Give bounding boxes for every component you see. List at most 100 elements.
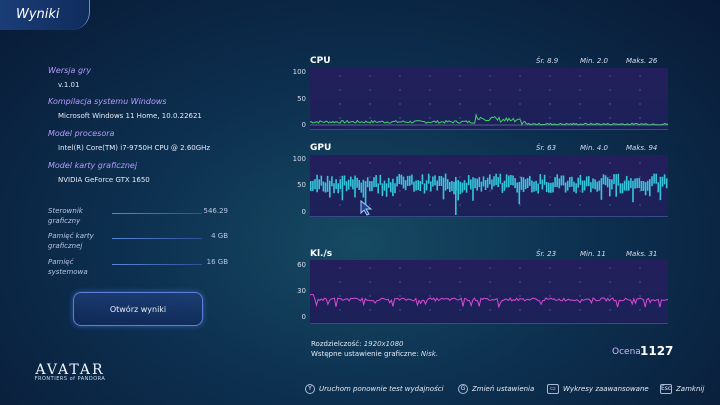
- fps-grid-dot: [489, 295, 491, 297]
- cpu-grid-dot: [399, 89, 401, 91]
- cpu-grid-dot: [579, 117, 581, 119]
- mouse-cursor-icon: [360, 200, 373, 216]
- gpu-bar: [333, 183, 335, 194]
- gpu-bar: [630, 178, 632, 189]
- gpu-model-label: Model karty graficznej: [48, 161, 138, 170]
- change-settings-label: Zmień ustawienia: [472, 385, 535, 393]
- cpu-grid-dot: [369, 103, 371, 105]
- restart-benchmark-button[interactable]: Y Uruchom ponownie test wydajności: [305, 384, 444, 394]
- gpu-bar: [482, 176, 485, 187]
- cpu-grid-dot: [339, 89, 341, 91]
- advanced-charts-button[interactable]: ▭ Wykresy zaawansowane: [547, 384, 649, 394]
- ram-line: [112, 264, 202, 265]
- cpu-model-value: Intel(R) Core(TM) i7-9750H CPU @ 2.60GHz: [58, 144, 211, 152]
- gpu-bar: [430, 181, 432, 192]
- gpu-grid-dot: [339, 190, 341, 192]
- resolution-value: 1920x1080: [363, 340, 404, 348]
- gpu-grid-dot: [579, 162, 581, 164]
- gpu-grid-dot: [429, 162, 431, 164]
- gpu-grid-dot: [369, 176, 371, 178]
- score-label: Ocena: [612, 347, 641, 357]
- gpu-bar: [596, 181, 598, 192]
- cpu-grid-dot: [579, 75, 581, 77]
- gpu-bar: [585, 176, 588, 187]
- gpu-bar: [548, 182, 550, 193]
- gpu-bar: [392, 178, 394, 197]
- gpu-bar: [436, 180, 438, 191]
- gpu-bar: [611, 179, 613, 190]
- gpu-chart-title: GPU: [310, 143, 332, 153]
- gpu-bar: [324, 182, 327, 193]
- gpu-bar: [598, 180, 601, 191]
- cpu-grid-dot: [339, 75, 341, 77]
- cpu-grid-dot: [549, 117, 551, 119]
- cpu-min: Min. 2.0: [580, 57, 609, 65]
- gpu-grid-dot: [639, 190, 641, 192]
- gpu-grid-dot: [459, 204, 461, 206]
- gpu-bar: [381, 183, 384, 197]
- fps-chart-header: Kl./s Śr. 23 Min. 11 Maks. 31: [310, 249, 670, 259]
- cpu-grid-dot: [399, 103, 401, 105]
- gpu-bar: [497, 177, 499, 188]
- cpu-grid-dot: [429, 75, 431, 77]
- fps-grid-dot: [489, 267, 491, 269]
- gpu-bar: [632, 180, 634, 203]
- open-results-button[interactable]: Otwórz wyniki: [73, 292, 203, 326]
- fps-grid-dot: [519, 281, 521, 283]
- gpu-bar: [442, 177, 445, 200]
- gpu-bar: [501, 182, 504, 193]
- gpu-bar: [556, 174, 558, 188]
- game-version-value: v.1.01: [58, 81, 80, 89]
- gpu-bar: [459, 181, 462, 195]
- gpu-bar: [356, 177, 358, 188]
- gpu-bar: [653, 173, 655, 184]
- score-value: 1127: [640, 344, 674, 358]
- gpu-grid-dot: [519, 176, 521, 178]
- cpu-grid-dot: [639, 103, 641, 105]
- gpu-bar: [331, 176, 333, 187]
- cpu-grid-dot: [519, 75, 521, 77]
- fps-grid-dot: [549, 281, 551, 283]
- gpu-bar: [387, 177, 390, 188]
- gpu-bar: [409, 175, 411, 186]
- gpu-bar: [508, 175, 510, 188]
- cpu-series-line: [309, 113, 669, 126]
- gpu-bar: [550, 182, 552, 193]
- gpu-bar: [337, 183, 339, 194]
- fps-grid-dot: [369, 267, 371, 269]
- gpu-grid-dot: [489, 204, 491, 206]
- cpu-grid-dot: [639, 117, 641, 119]
- gpu-bar: [590, 182, 592, 193]
- fps-avg: Śr. 23: [536, 250, 557, 258]
- gpu-bar: [628, 180, 630, 191]
- gpu-bar: [495, 173, 497, 186]
- gpu-bar: [375, 175, 377, 188]
- cpu-grid-dot: [579, 89, 581, 91]
- gpu-bar: [434, 175, 436, 186]
- gpu-grid-dot: [639, 204, 641, 206]
- vram-row: Pamięć karty graficznej 4 GB: [48, 231, 228, 255]
- gpu-bar: [543, 174, 546, 185]
- gpu-grid-dot: [459, 162, 461, 164]
- gpu-max: Maks. 94: [626, 144, 658, 152]
- gpu-bar: [625, 175, 628, 191]
- cpu-grid-dot: [339, 117, 341, 119]
- gpu-bar: [634, 178, 636, 189]
- gpu-bar: [602, 174, 605, 185]
- gpu-bar: [651, 176, 653, 187]
- windows-build-label: Kompilacja systemu Windows: [48, 97, 167, 106]
- cpu-grid-dot: [489, 75, 491, 77]
- title-bar: [0, 0, 90, 30]
- cpu-grid-dot: [459, 117, 461, 119]
- gpu-grid-dot: [519, 162, 521, 164]
- gpu-bar: [417, 180, 419, 191]
- cpu-plot-area: [310, 68, 668, 130]
- windows-build-value: Microsoft Windows 11 Home, 10.0.22621: [58, 112, 202, 120]
- gpu-bar: [560, 175, 563, 186]
- close-button[interactable]: Esc Zamknij: [660, 384, 704, 394]
- gpu-chart: [310, 162, 668, 215]
- gpu-bar: [449, 182, 451, 192]
- gpu-bar: [404, 180, 407, 191]
- gpu-bar: [465, 182, 468, 193]
- change-settings-button[interactable]: G Zmień ustawienia: [458, 384, 534, 394]
